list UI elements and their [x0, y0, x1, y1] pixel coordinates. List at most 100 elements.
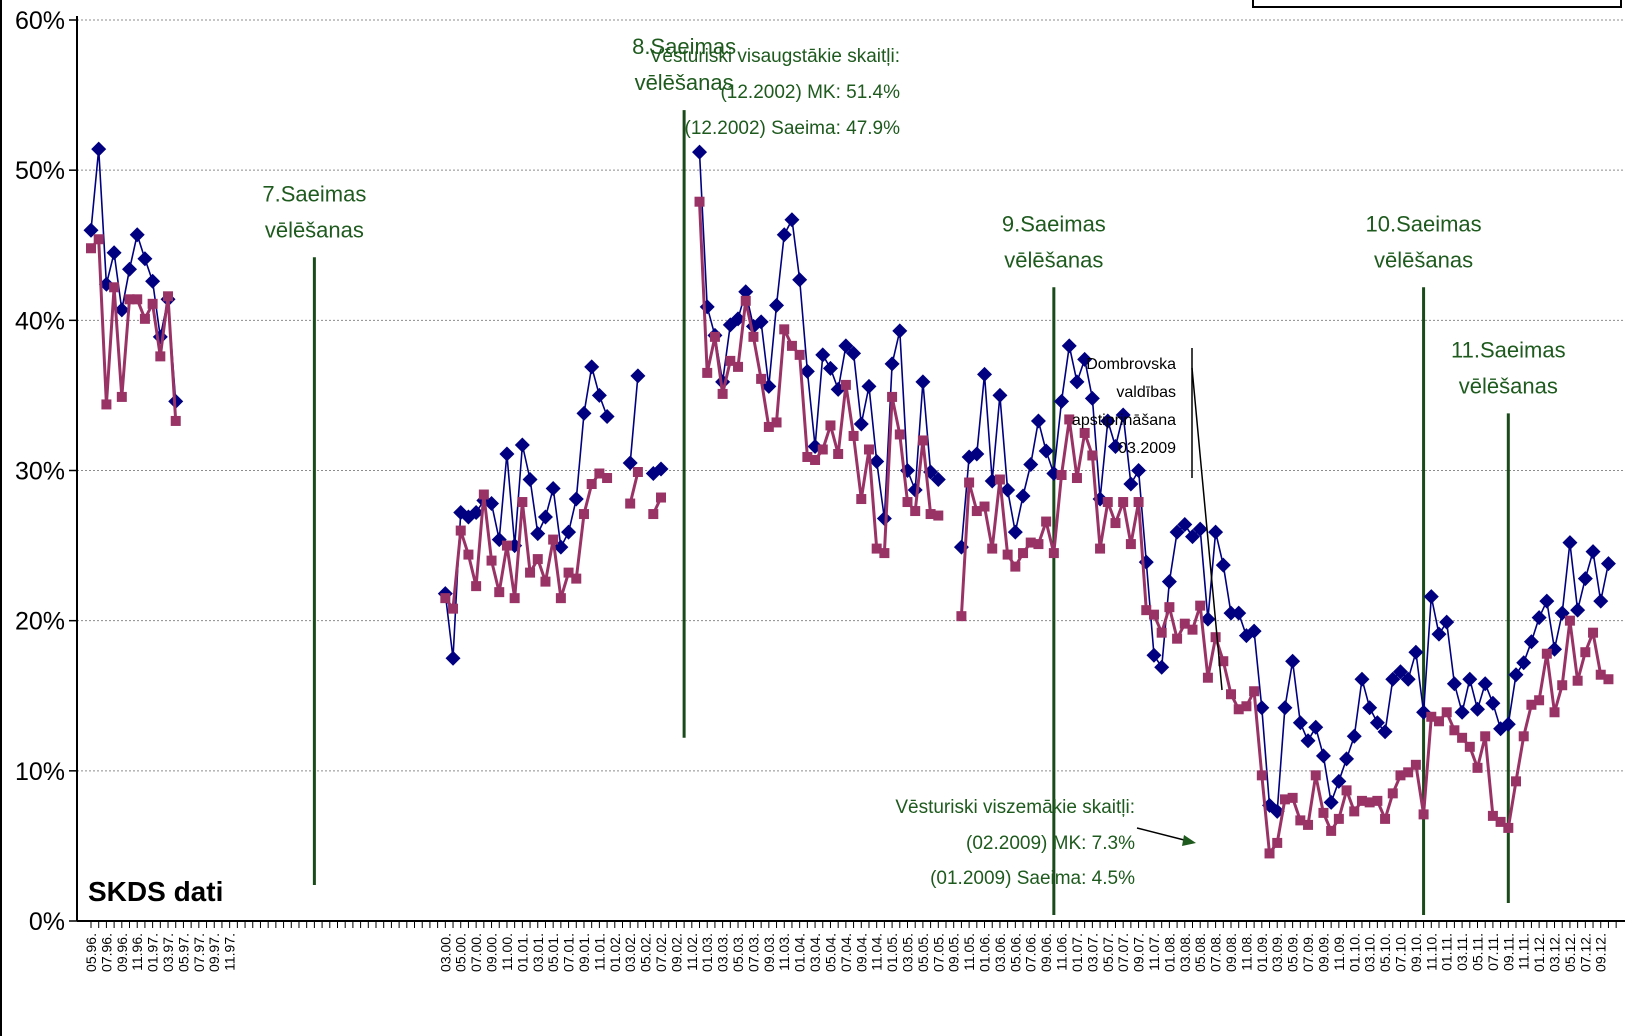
- data-point-Saeima: [933, 510, 944, 521]
- data-point-MK: [799, 363, 815, 379]
- data-point-MK: [1215, 557, 1231, 573]
- data-point-Saeima: [825, 420, 836, 431]
- y-tick-label: 0%: [29, 908, 65, 936]
- data-point-MK: [1454, 704, 1470, 720]
- data-point-MK: [1308, 719, 1324, 735]
- x-tick-label: 11.97.: [222, 933, 238, 971]
- data-point-Saeima: [1033, 539, 1044, 550]
- data-point-Saeima: [155, 351, 166, 362]
- election-label-e7-line1: 7.Saeimas: [262, 181, 366, 206]
- election-label-e10-line2: vēlēšanas: [1374, 247, 1473, 272]
- data-point-Saeima: [1256, 770, 1267, 781]
- data-point-MK: [992, 387, 1008, 403]
- data-point-MK: [1385, 671, 1401, 687]
- data-point-Saeima: [1364, 797, 1375, 808]
- x-tick-label: 09.10.: [1408, 933, 1424, 972]
- data-point-Saeima: [964, 477, 975, 488]
- data-point-MK: [969, 446, 985, 462]
- data-point-Saeima: [1341, 785, 1352, 796]
- election-label-e7-line2: vēlēšanas: [265, 217, 364, 242]
- x-tick-label: 03.09.: [1269, 933, 1285, 972]
- data-point-MK: [1354, 671, 1370, 687]
- x-tick-label: 11.05.: [961, 933, 977, 971]
- x-tick-label: 07.11.: [1485, 933, 1501, 971]
- data-point-MK: [869, 453, 885, 469]
- data-point-MK: [445, 650, 461, 666]
- data-point-Saeima: [1010, 561, 1021, 572]
- data-point-Saeima: [147, 298, 158, 309]
- data-point-Saeima: [139, 313, 150, 324]
- data-point-MK: [1577, 571, 1593, 587]
- highest-mk: (12.2002) MK: 51.4%: [720, 82, 900, 103]
- data-point-Saeima: [486, 555, 497, 566]
- x-tick-label: 05.04.: [822, 933, 838, 972]
- data-point-MK: [815, 347, 831, 363]
- data-point-Saeima: [1241, 701, 1252, 712]
- election-label-e11-line2: vēlēšanas: [1459, 373, 1558, 398]
- data-point-Saeima: [1580, 647, 1591, 658]
- data-point-Saeima: [917, 435, 928, 446]
- data-point-Saeima: [525, 567, 536, 578]
- x-tick-label: 09.00.: [484, 933, 500, 972]
- data-point-MK: [1069, 374, 1085, 390]
- data-point-Saeima: [1226, 689, 1237, 700]
- data-point-MK: [599, 408, 615, 424]
- data-point-MK: [653, 461, 669, 477]
- data-point-Saeima: [1287, 792, 1298, 803]
- data-point-MK: [537, 509, 553, 525]
- data-point-Saeima: [979, 501, 990, 512]
- data-point-MK: [1392, 664, 1408, 680]
- x-tick-label: 03.07.: [1084, 933, 1100, 972]
- data-point-MK: [1100, 413, 1116, 429]
- data-point-Saeima: [1349, 806, 1360, 817]
- x-tick-label: 07.97.: [191, 933, 207, 972]
- lowest-pointer: [1136, 827, 1193, 843]
- data-point-MK: [1469, 701, 1485, 717]
- data-point-MK: [499, 446, 515, 462]
- data-point-Saeima: [1079, 427, 1090, 438]
- data-point-Saeima: [1064, 414, 1075, 425]
- data-point-Saeima: [1202, 672, 1213, 683]
- x-tick-label: 03.06.: [992, 933, 1008, 972]
- data-point-Saeima: [786, 340, 797, 351]
- data-point-Saeima: [170, 415, 181, 426]
- x-tick-label: 05.01.: [545, 933, 561, 972]
- data-point-MK: [846, 345, 862, 361]
- x-tick-label: 09.11.: [1500, 933, 1516, 971]
- data-point-MK: [1531, 610, 1547, 626]
- data-point-MK: [784, 212, 800, 228]
- x-tick-label: 11.06.: [1054, 933, 1070, 971]
- data-point-MK: [1084, 390, 1100, 406]
- x-tick-label: 03.08.: [1177, 933, 1193, 972]
- highest-title: Vēsturiski visaugstākie skaitļi:: [650, 46, 900, 67]
- x-tick-label: 05.96.: [83, 933, 99, 972]
- data-point-Saeima: [101, 399, 112, 410]
- data-point-Saeima: [86, 243, 96, 254]
- x-axis: 05.96. 07.96. 09.96. 11.96. 01.97. 03.97. 05.9…: [77, 920, 1625, 972]
- data-point-Saeima: [517, 497, 528, 508]
- data-point-Saeima: [1095, 543, 1106, 554]
- data-point-Saeima: [602, 473, 613, 484]
- highest-annotation: Vēsturiski visaugstākie skaitļi: (12.200…: [650, 46, 900, 139]
- dombrovskis-line-1: Dombrovska: [1086, 356, 1176, 373]
- data-point-MK: [769, 297, 785, 313]
- data-point-MK: [114, 302, 130, 318]
- x-tick-label: 07.08.: [1208, 933, 1224, 972]
- data-point-Saeima: [1588, 627, 1599, 638]
- x-tick-label: 11.10.: [1423, 933, 1439, 971]
- data-point-Saeima: [555, 593, 566, 604]
- data-point-MK: [1439, 614, 1455, 630]
- data-point-MK: [1423, 589, 1439, 605]
- data-point-MK: [561, 524, 577, 540]
- x-tick-label: 09.96.: [114, 933, 130, 972]
- x-tick-label: 07.01.: [561, 933, 577, 972]
- data-point-MK: [853, 416, 869, 432]
- x-tick-label: 01.06.: [977, 933, 993, 972]
- data-point-Saeima: [1264, 848, 1275, 859]
- x-tick-label: 07.04.: [838, 933, 854, 972]
- data-point-Saeima: [1002, 549, 1013, 560]
- data-point-Saeima: [725, 355, 736, 366]
- data-point-Saeima: [840, 379, 851, 390]
- data-point-Saeima: [810, 454, 821, 465]
